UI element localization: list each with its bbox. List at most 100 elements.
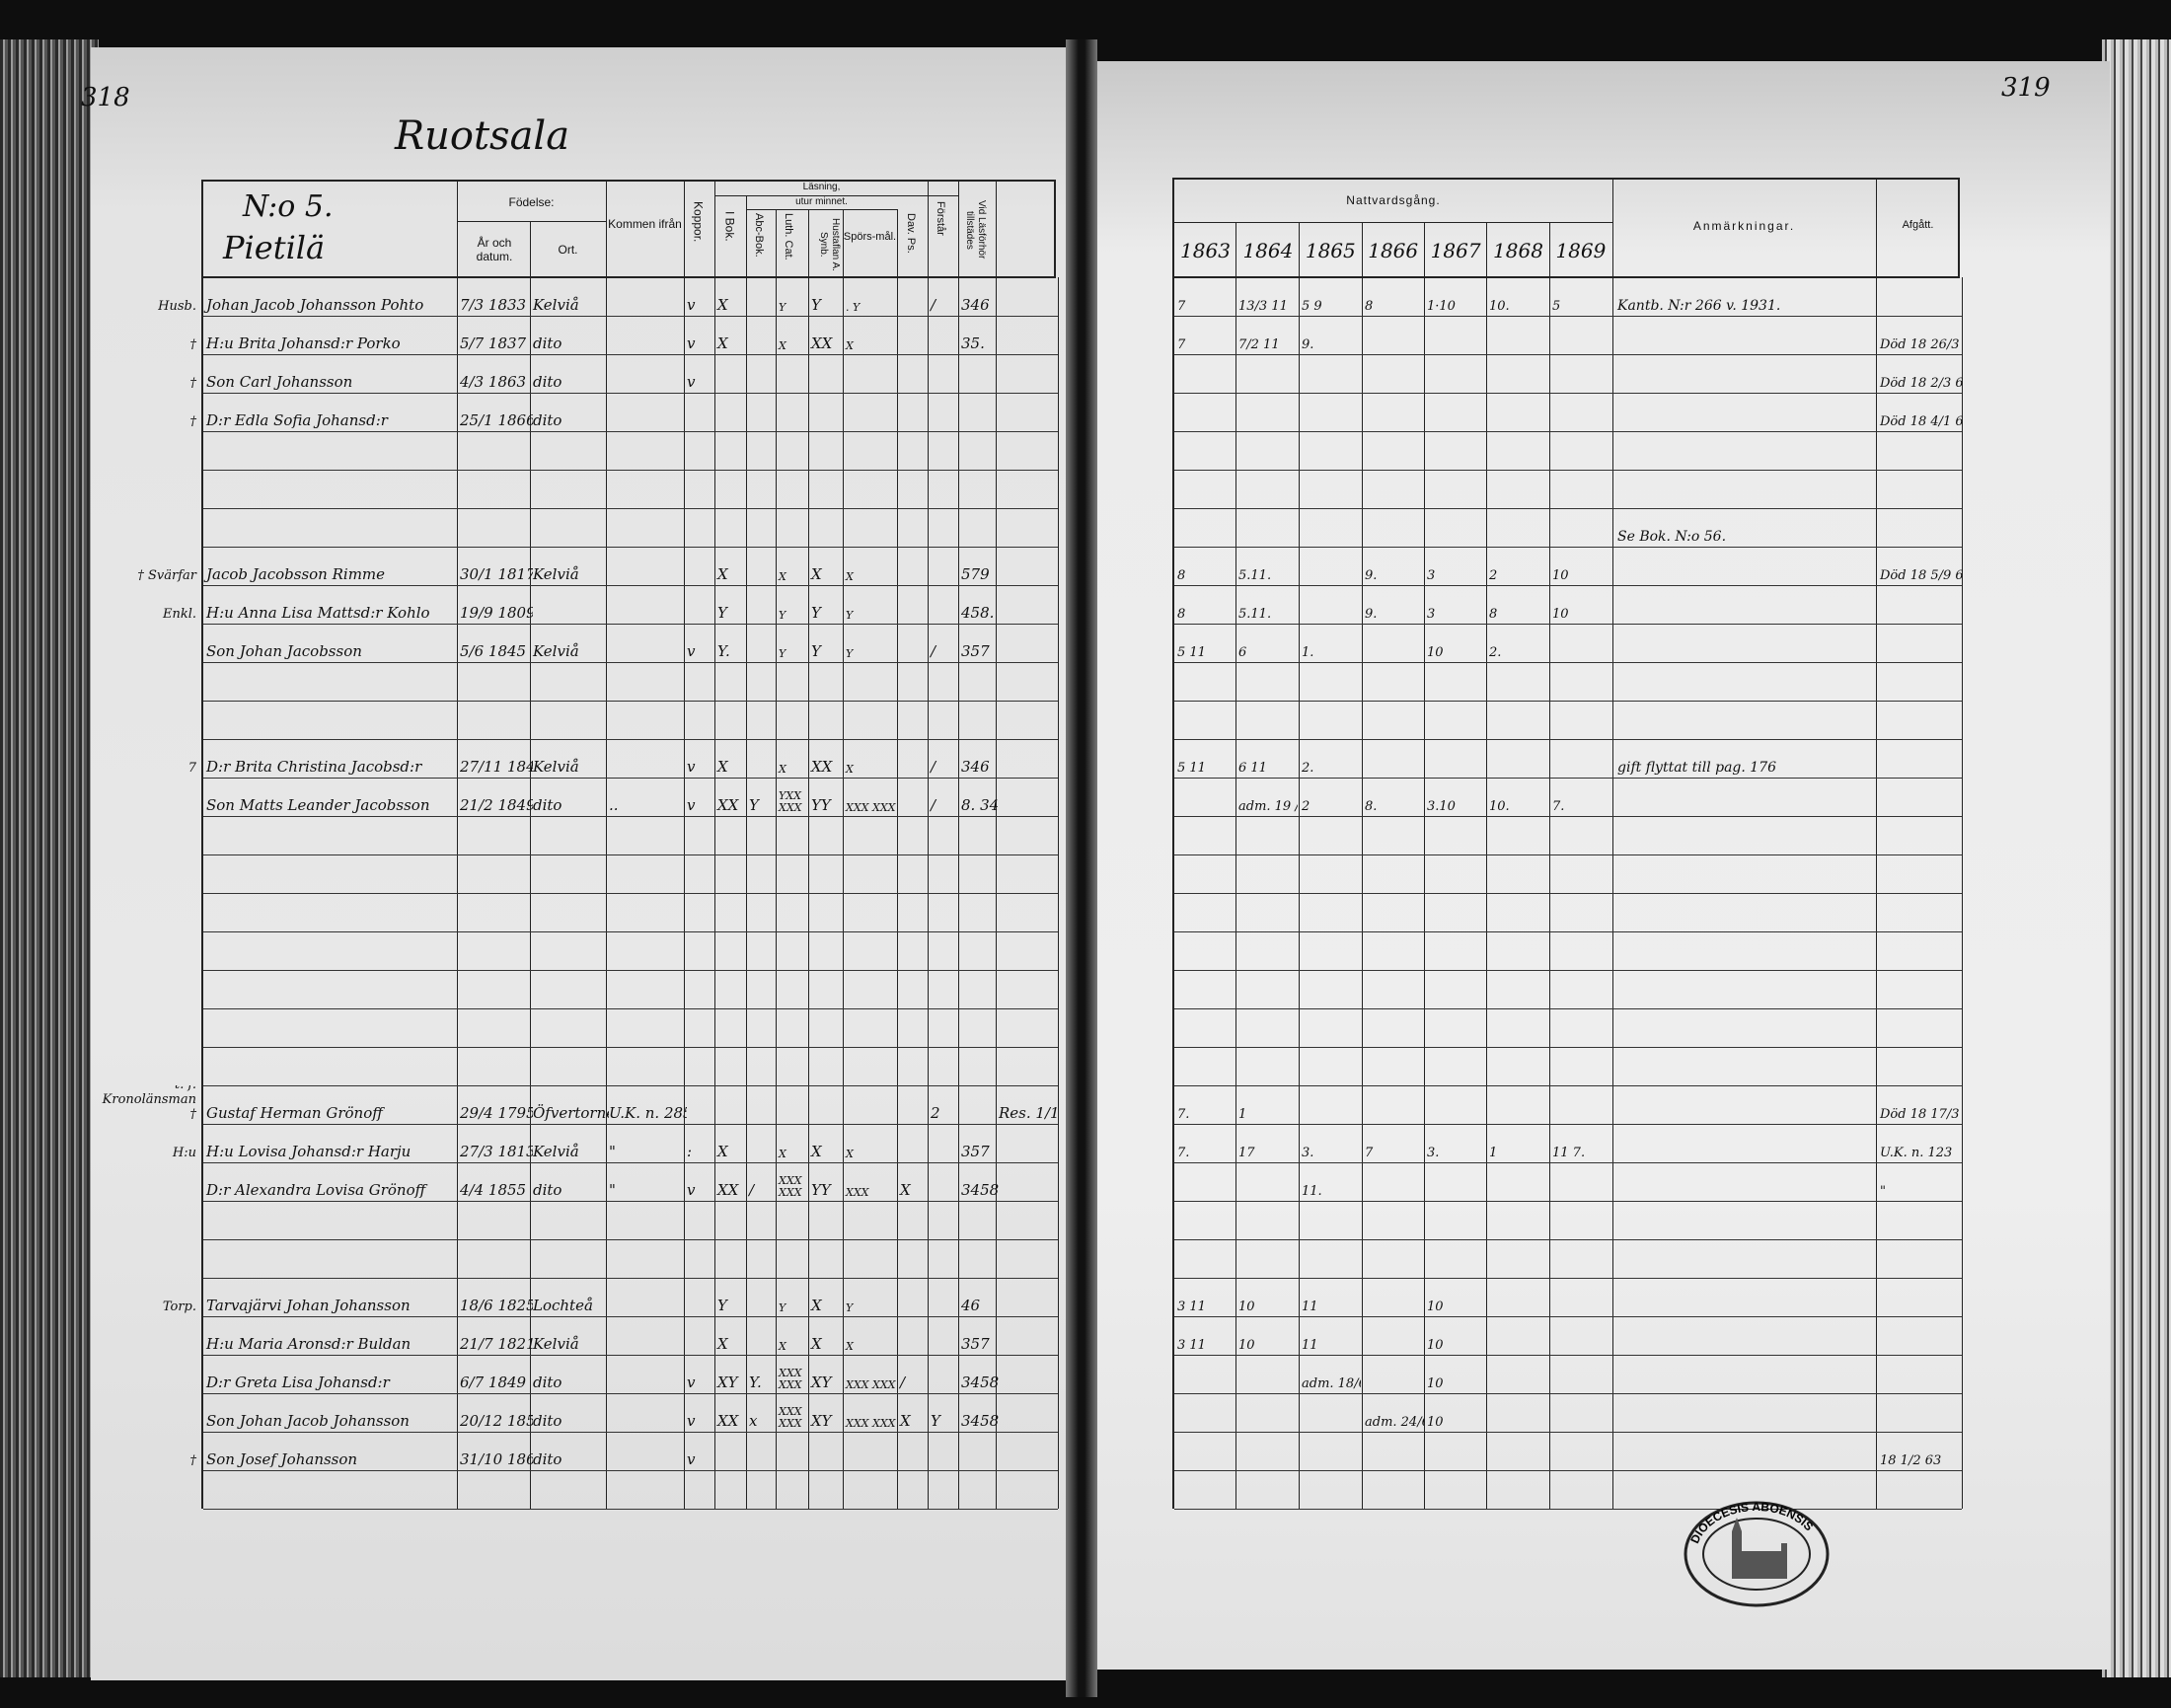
cell-present: 3458: [961, 1374, 999, 1391]
communion-cell: 7.: [1552, 799, 1565, 814]
cell-table: XX: [811, 334, 833, 352]
header-in-book: I Bok.: [722, 211, 737, 242]
departed-cell: Död 18 26/3 66: [1880, 337, 1963, 352]
cell-understands: 2: [931, 1104, 940, 1122]
register-row-right: Död 18 4/1 66: [1174, 393, 1963, 432]
communion-cell: 5: [1552, 299, 1561, 314]
communion-cell: 11.: [1302, 1184, 1322, 1199]
cell-smallpox: v: [687, 758, 696, 776]
cell-name: Son Johan Jacob Johansson: [206, 1412, 410, 1430]
register-row-right: [1174, 854, 1962, 894]
margin-mark: †: [189, 1453, 197, 1468]
cell-questions: XXX XXX: [846, 1379, 896, 1391]
register-row-right: 18 1/2 63: [1174, 1432, 1962, 1471]
cell-cat: X: [779, 1149, 786, 1160]
cell-abc: Y.: [749, 1374, 762, 1391]
book-gutter: [1066, 39, 1097, 1697]
margin-mark-slot: Husb.: [97, 277, 199, 316]
departed-cell: Död 18 17/3 64: [1880, 1107, 1963, 1122]
communion-cell: 7.: [1177, 1107, 1190, 1122]
cell-book: X: [717, 565, 728, 583]
cell-present: 458.: [961, 604, 995, 622]
margin-mark-slot: † Svärfar: [97, 547, 199, 585]
house-name: Pietilä: [223, 229, 326, 266]
communion-cell: 6: [1238, 645, 1247, 660]
register-row-left: [203, 701, 1058, 740]
cell-abc: /: [749, 1181, 755, 1199]
communion-cell: 3: [1427, 607, 1436, 622]
register-row-left: [203, 1470, 1058, 1510]
cell-present: 3458: [961, 1181, 999, 1199]
margin-marks: Husb. † † † † Svärfar Enkl. 7 t. f. Kronolänsma…: [97, 277, 199, 1509]
cell-questions: Y: [846, 648, 854, 660]
communion-cell: 9.: [1365, 568, 1378, 583]
cell-table: Y: [811, 604, 821, 622]
cell-questions: X: [846, 1149, 854, 1160]
cell-questions: X: [846, 764, 854, 776]
cell-book: XX: [717, 1412, 739, 1430]
book-edge-left: [0, 39, 99, 1677]
cell-date: 31/10 1860: [460, 1450, 533, 1468]
book-edge-right: [2102, 39, 2171, 1677]
margin-mark-slot: †: [97, 316, 199, 354]
communion-cell: 8: [1177, 568, 1186, 583]
communion-cell: 3.: [1427, 1146, 1440, 1160]
cell-date: 27/3 1813: [460, 1143, 533, 1160]
cell-psalms: /: [900, 1374, 906, 1391]
register-row-right: 7. 17 3. 7 3. 1 11 7. U.K. n. 123: [1174, 1124, 1962, 1163]
register-row-left: [203, 1008, 1058, 1048]
register-row-left: [203, 431, 1058, 471]
register-row-left: [203, 893, 1058, 932]
communion-cell: 3 11: [1177, 1300, 1206, 1314]
communion-cell: 5 9: [1302, 299, 1322, 314]
cell-smallpox: v: [687, 1374, 696, 1391]
cell-name: Tarvajärvi Johan Johansson: [206, 1297, 411, 1314]
page-number-right: 319: [2001, 73, 2051, 103]
cell-table: X: [811, 1297, 822, 1314]
cell-table: XX: [811, 758, 833, 776]
cell-questions: X: [846, 340, 854, 352]
communion-cell: 11: [1302, 1338, 1318, 1353]
register-row-right: 8 5.11. 9. 3 8 10: [1174, 585, 1962, 625]
register-row-right: [1174, 662, 1962, 702]
margin-mark-slot: †: [97, 354, 199, 393]
register-row-left: Son Johan Jacobsson 5/6 1845 Kelviå v Y. Y Y Y /…: [203, 624, 1058, 663]
register-row-right: adm. 19 / 6 11 2 8. 3.10 10. 7.: [1174, 778, 1962, 817]
cell-present: 346: [961, 758, 990, 776]
right-table-header: Nattvardsgång. 1863 1864 1865 1866 1867 1868 1…: [1172, 178, 1960, 278]
cell-name: D:r Alexandra Lovisa Grönoff: [206, 1181, 426, 1199]
margin-mark: H:u: [172, 1146, 196, 1160]
header-year: 1867: [1430, 239, 1481, 262]
cell-present: 3458: [961, 1412, 999, 1430]
cell-date: 4/3 1863: [460, 373, 527, 391]
communion-cell: 8: [1177, 607, 1186, 622]
communion-cell: 9.: [1302, 337, 1314, 352]
cell-psalms: X: [900, 1412, 911, 1430]
stamp-text: DIOECESIS ABOENSIS: [1687, 1500, 1816, 1545]
register-row-right: [1174, 931, 1962, 971]
register-row-left: Johan Jacob Johansson Pohto 7/3 1833 Kelvi…: [203, 277, 1058, 317]
header-psalms: Dav. Ps.: [905, 213, 918, 254]
cell-questions: . Y: [846, 302, 861, 314]
communion-cell: 3.: [1302, 1146, 1314, 1160]
header-remarks: Anmärkningar.: [1692, 219, 1796, 233]
cell-smallpox: v: [687, 373, 696, 391]
cell-name: H:u Anna Lisa Mattsd:r Kohlo: [206, 604, 430, 622]
cell-date: 5/7 1837: [460, 334, 527, 352]
cell-cat: X: [779, 1341, 786, 1353]
register-row-right: 7. 1 Död 18 17/3 64: [1174, 1085, 1963, 1125]
communion-cell: 1·10: [1427, 299, 1456, 314]
register-row-left: Son Johan Jacob Johansson 20/12 1850dito v…: [203, 1393, 1058, 1433]
header-place: Ort.: [558, 243, 578, 257]
cell-place: Kelviå: [533, 642, 579, 660]
register-row-right: 7 13/3 11 5 9 8 1·10 10. 5 Kantb. N:r 266 v. 19…: [1174, 277, 1962, 317]
header-year: 1866: [1368, 239, 1419, 262]
svg-text:DIOECESIS ABOENSIS: DIOECESIS ABOENSIS: [1687, 1500, 1816, 1545]
cell-name: H:u Maria Aronsd:r Buldan: [206, 1335, 412, 1353]
cell-from: U.K. n. 285: [609, 1104, 687, 1122]
communion-cell: 10: [1238, 1338, 1255, 1353]
cell-questions: XXX XXX: [846, 802, 896, 814]
header-catechism: Luth. Cat.: [783, 213, 795, 260]
cell-place: dito: [533, 411, 562, 429]
cell-cat: XXX XXX: [779, 1406, 802, 1430]
